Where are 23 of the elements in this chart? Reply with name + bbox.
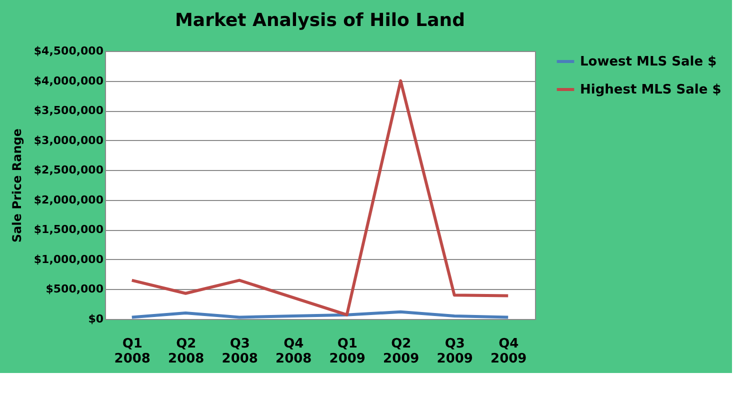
x-tick-label: Q4 2009	[490, 336, 527, 366]
chart-title: Market Analysis of Hilo Land	[175, 10, 465, 31]
x-tick-label: Q2 2008	[168, 336, 204, 366]
legend-label: Lowest MLS Sale $	[580, 54, 717, 70]
x-tick-label: Q3 2008	[222, 336, 258, 366]
y-tick-label: $500,000	[46, 282, 104, 296]
y-tick-label: $0	[88, 312, 104, 326]
line-series	[130, 79, 510, 316]
x-tick-label: Q3 2009	[436, 336, 473, 366]
x-tick-label: Q2 2009	[383, 336, 420, 366]
x-tick-label: Q1 2008	[114, 336, 150, 366]
y-tick-label: $4,500,000	[34, 44, 104, 58]
x-tick-label: Q4 2008	[276, 336, 312, 366]
y-tick-label: $3,500,000	[34, 104, 104, 118]
y-tick-label: $1,500,000	[34, 223, 104, 236]
y-tick-label: $3,000,000	[34, 134, 104, 147]
y-tick-label: $1,000,000	[34, 252, 104, 266]
y-tick-label: $2,500,000	[34, 164, 104, 177]
x-tick-label: Q1 2009	[329, 336, 366, 366]
legend-label: Highest MLS Sale $	[580, 82, 722, 98]
y-tick-label: $4,000,000	[34, 74, 104, 88]
y-axis-title: Sale Price Range	[10, 128, 24, 243]
y-tick-label: $2,000,000	[34, 193, 104, 206]
